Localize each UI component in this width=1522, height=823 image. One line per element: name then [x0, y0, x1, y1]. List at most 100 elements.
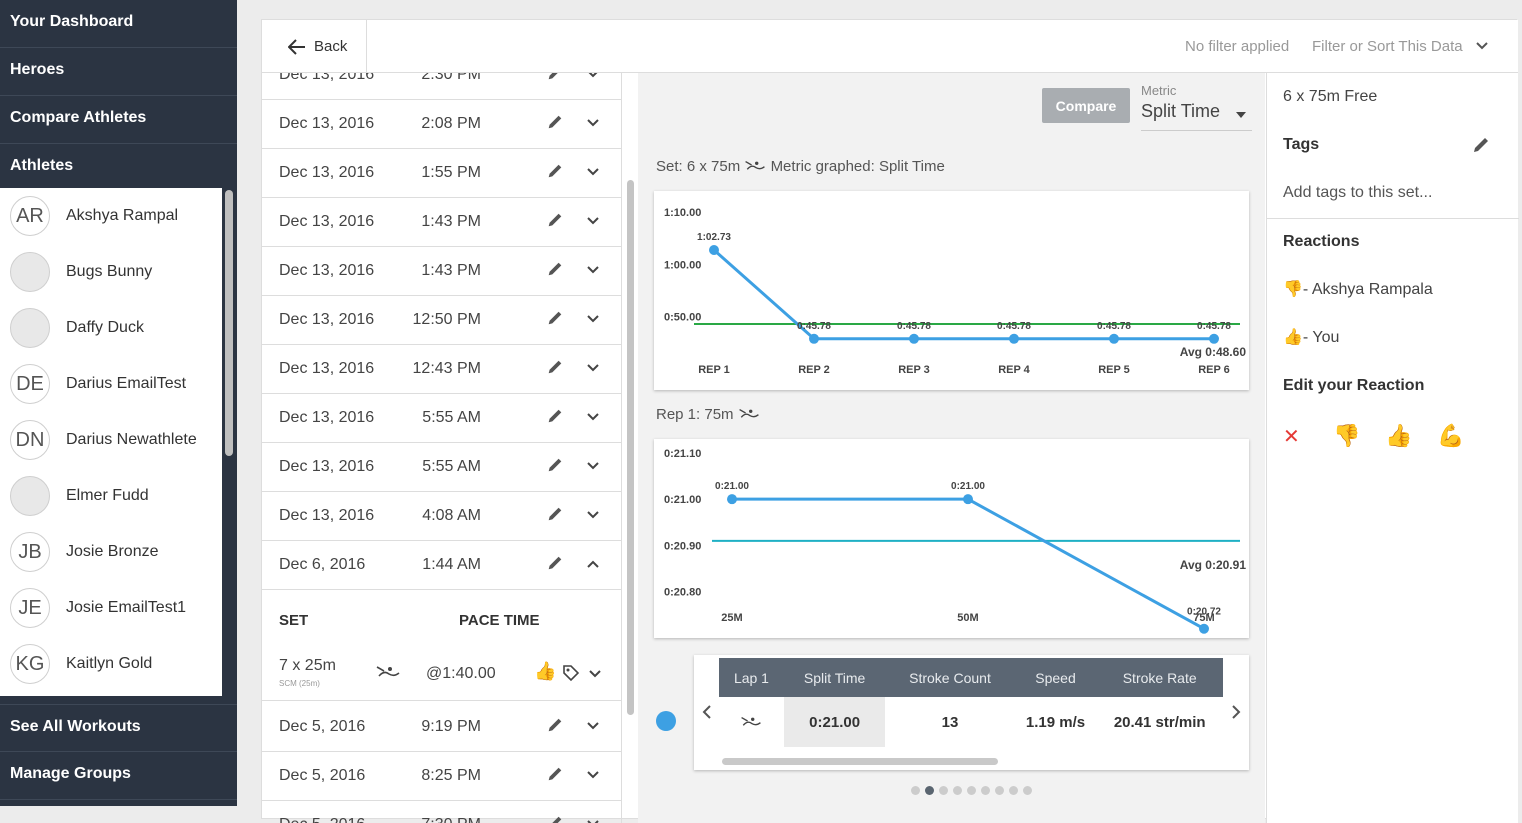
- x-tick-label: REP 5: [1098, 364, 1130, 376]
- pencil-icon[interactable]: [546, 505, 564, 528]
- chevron-down-icon[interactable]: [586, 458, 600, 476]
- tags-title: Tags: [1283, 136, 1319, 154]
- pager-dot[interactable]: [981, 786, 990, 795]
- thumbs-up-outline-icon[interactable]: 👍: [534, 661, 556, 682]
- selected-lap-dot[interactable]: [656, 711, 676, 731]
- nav-compare-athletes[interactable]: Compare Athletes: [0, 96, 237, 144]
- workout-date: Dec 13, 2016: [279, 507, 374, 525]
- chevron-down-icon[interactable]: [586, 311, 600, 329]
- metric-select[interactable]: Split Time: [1141, 101, 1252, 131]
- athlete-item[interactable]: Daffy Duck: [0, 300, 222, 356]
- pencil-icon[interactable]: [546, 309, 564, 332]
- chevron-right-icon[interactable]: [1231, 705, 1241, 719]
- chevron-down-icon[interactable]: [586, 164, 600, 182]
- chevron-down-icon[interactable]: [586, 360, 600, 378]
- nav-see-all-workouts[interactable]: See All Workouts: [0, 704, 237, 752]
- sidebar-scrollbar[interactable]: [225, 190, 233, 456]
- pager-dot[interactable]: [1023, 786, 1032, 795]
- pencil-icon[interactable]: [546, 814, 564, 823]
- workout-time: 1:43 PM: [421, 213, 481, 231]
- set-row[interactable]: 7 x 25m SCM (25m) @1:40.00 👍: [262, 645, 622, 701]
- chevron-down-icon[interactable]: [586, 115, 600, 133]
- athlete-item[interactable]: Elmer Fudd: [0, 468, 222, 524]
- pencil-icon[interactable]: [546, 162, 564, 185]
- lap-table-scrollbar[interactable]: [722, 758, 998, 765]
- reaction-item: 👍- You: [1283, 327, 1339, 347]
- pager-dot[interactable]: [911, 786, 920, 795]
- pencil-icon[interactable]: [546, 113, 564, 136]
- tag-icon[interactable]: [562, 664, 580, 682]
- chevron-down-icon[interactable]: [586, 73, 600, 84]
- pencil-icon[interactable]: [1471, 135, 1491, 155]
- pencil-icon[interactable]: [546, 260, 564, 283]
- remove-reaction-icon[interactable]: ✕: [1283, 424, 1300, 449]
- thumbs-up-reaction-icon[interactable]: 👍: [1385, 423, 1412, 449]
- chevron-down-icon[interactable]: [588, 669, 602, 679]
- nav-your-dashboard[interactable]: Your Dashboard: [0, 0, 237, 48]
- pencil-icon[interactable]: [546, 554, 564, 577]
- lap-cell: 20.41 str/min: [1096, 697, 1223, 747]
- pencil-icon[interactable]: [546, 358, 564, 381]
- nav-heroes[interactable]: Heroes: [0, 48, 237, 96]
- pager-dot[interactable]: [995, 786, 1004, 795]
- pager-dot[interactable]: [967, 786, 976, 795]
- compare-button[interactable]: Compare: [1042, 88, 1130, 123]
- pager-dot[interactable]: [1009, 786, 1018, 795]
- thumbs-down-reaction-icon[interactable]: 👎: [1333, 423, 1360, 449]
- chevron-down-icon[interactable]: [586, 816, 600, 823]
- chevron-up-icon[interactable]: [586, 556, 600, 574]
- pencil-icon[interactable]: [546, 765, 564, 788]
- pager-dot[interactable]: [939, 786, 948, 795]
- pencil-icon[interactable]: [546, 456, 564, 479]
- nav-manage-groups[interactable]: Manage Groups: [0, 752, 237, 800]
- nav-athletes[interactable]: Athletes: [0, 144, 237, 192]
- workout-list-scrollbar[interactable]: [627, 180, 634, 715]
- chevron-down-icon[interactable]: [586, 262, 600, 280]
- chevron-down-icon[interactable]: [586, 767, 600, 785]
- workout-date: Dec 13, 2016: [279, 311, 374, 329]
- filter-sort-button[interactable]: Filter or Sort This Data: [1312, 38, 1489, 55]
- tags-input[interactable]: Add tags to this set...: [1283, 184, 1493, 202]
- pager-dot[interactable]: [953, 786, 962, 795]
- y-tick-label: 1:00.00: [664, 259, 701, 271]
- y-tick-label: 0:21.10: [664, 448, 701, 460]
- reactions-title: Reactions: [1283, 233, 1359, 251]
- chevron-down-icon[interactable]: [586, 213, 600, 231]
- pencil-icon[interactable]: [546, 73, 564, 87]
- athlete-name: Josie Bronze: [66, 543, 159, 561]
- back-button[interactable]: Back: [262, 20, 367, 73]
- chevron-down-icon[interactable]: [586, 507, 600, 525]
- x-tick-label: REP 3: [898, 364, 930, 376]
- pencil-icon[interactable]: [546, 407, 564, 430]
- chevron-down-icon[interactable]: [586, 409, 600, 427]
- pager-dot[interactable]: [925, 786, 934, 795]
- flexed-biceps-reaction-icon[interactable]: 💪: [1437, 423, 1464, 449]
- data-label: 0:45.78: [997, 321, 1031, 332]
- athlete-item[interactable]: Bugs Bunny: [0, 244, 222, 300]
- pencil-icon[interactable]: [546, 716, 564, 739]
- chevron-down-icon[interactable]: [586, 718, 600, 736]
- chevron-left-icon[interactable]: [702, 705, 712, 719]
- workout-row[interactable]: Dec 5, 20167:30 PM: [262, 801, 622, 823]
- pencil-icon[interactable]: [546, 211, 564, 234]
